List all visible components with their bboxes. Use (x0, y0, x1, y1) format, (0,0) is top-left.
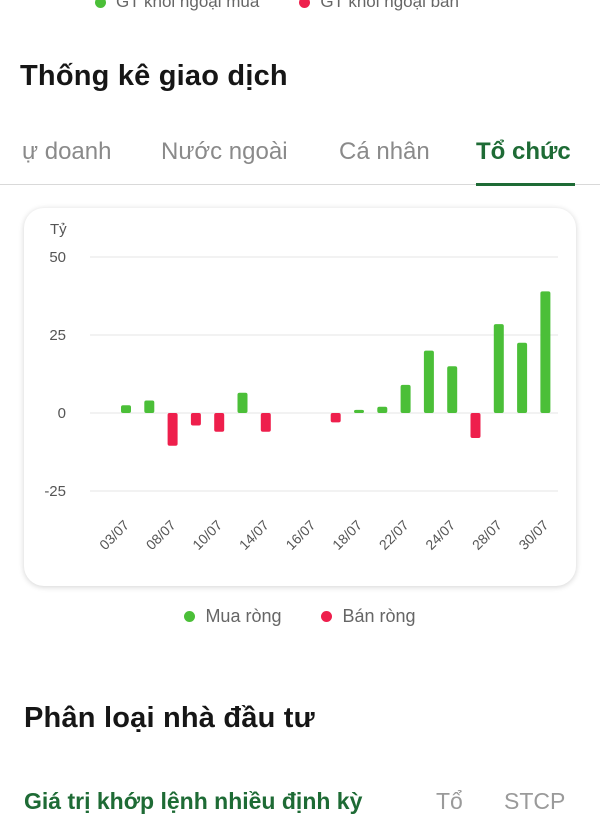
sub-tab-matched-value[interactable]: Giá trị khớp lệnh nhiều định kỳ (24, 788, 363, 814)
chart-legend: Mua ròng Bán ròng (0, 606, 600, 627)
legend-label-net-sell: Bán ròng (342, 606, 416, 626)
x-tick-label: 24/07 (422, 517, 458, 553)
tab-institution[interactable]: Tổ chức (476, 138, 571, 165)
x-tick-label: 10/07 (189, 517, 225, 553)
grid-layer: 50 25 0 -25 (44, 249, 558, 500)
x-axis-labels: 03/07 08/07 10/07 14/07 16/07 18/07 22/07 24/07… (96, 517, 552, 553)
bar-10-07[interactable] (214, 413, 225, 432)
tab-bar: ự doanh Nước ngoài Cá nhân Tổ chức (0, 128, 600, 186)
bar-03-07[interactable] (121, 405, 131, 413)
bar-08-07[interactable] (167, 413, 178, 446)
x-tick-label: 18/07 (329, 517, 365, 553)
legend-item-net-buy[interactable]: Mua ròng (184, 606, 281, 627)
x-tick-label: 30/07 (515, 517, 551, 553)
bar-18-07[interactable] (354, 409, 364, 413)
bar-04-07[interactable] (144, 400, 155, 413)
y-tick-label: 50 (49, 249, 66, 266)
legend-item-sell: GT khối ngoại bán (299, 0, 459, 12)
bar-23-07[interactable] (423, 350, 434, 413)
section-title-investor: Phân loại nhà đầu tư (24, 702, 315, 734)
active-tab-indicator (476, 183, 575, 186)
x-tick-label: 16/07 (282, 517, 318, 553)
green-dot-icon (184, 611, 196, 622)
x-tick-label: 03/07 (96, 517, 132, 553)
top-legend: GT khối ngoại mua GT khối ngoại bán (95, 0, 459, 12)
tab-proprietary[interactable]: ự doanh (22, 138, 112, 165)
x-tick-label: 28/07 (469, 517, 505, 553)
sub-tab-stcp[interactable]: STCP (504, 788, 566, 814)
bar-24-07[interactable] (447, 366, 458, 413)
red-dot-icon (299, 0, 311, 8)
legend-item-net-sell[interactable]: Bán ròng (321, 606, 416, 627)
bar-09-07[interactable] (190, 413, 201, 426)
bar-28-07[interactable] (493, 324, 504, 413)
tab-individual[interactable]: Cá nhân (339, 138, 430, 165)
legend-label-net-buy: Mua ròng (205, 606, 282, 626)
bar-17-07[interactable] (330, 413, 341, 423)
bar-11-07[interactable] (237, 392, 248, 413)
red-dot-icon (321, 611, 333, 622)
x-tick-label: 14/07 (236, 517, 272, 553)
legend-label-buy: GT khối ngoại mua (116, 0, 260, 11)
legend-label-sell: GT khối ngoại bán (320, 0, 459, 11)
tab-foreign[interactable]: Nước ngoài (161, 138, 288, 165)
bar-chart: 50 25 0 -25 03/07 08/07 10/07 14/07 16/07 18/07 2… (44, 221, 558, 553)
y-tick-label: 25 (49, 327, 66, 344)
section-title-stats: Thống kê giao dịch (20, 60, 288, 92)
y-tick-label: -25 (44, 483, 66, 500)
sub-tab-to[interactable]: Tổ (436, 788, 463, 814)
y-axis-unit-label: Tỷ (50, 221, 67, 238)
investor-sub-tabs: Giá trị khớp lệnh nhiều định kỳ Tổ STCP (24, 788, 600, 818)
bars-layer (121, 291, 551, 446)
bar-22-07[interactable] (400, 384, 411, 413)
bar-30-07[interactable] (540, 291, 551, 413)
green-dot-icon (95, 0, 106, 8)
bar-25-07[interactable] (470, 413, 481, 438)
chart-card: 50 25 0 -25 03/07 08/07 10/07 14/07 16/07 18/07 2… (24, 208, 576, 586)
bar-29-07[interactable] (517, 342, 528, 413)
bar-21-07[interactable] (377, 406, 388, 413)
legend-item-buy: GT khối ngoại mua (95, 0, 259, 12)
y-tick-label: 0 (58, 405, 66, 422)
x-tick-label: 22/07 (376, 517, 412, 553)
bar-14-07[interactable] (260, 413, 271, 432)
x-tick-label: 08/07 (143, 517, 179, 553)
